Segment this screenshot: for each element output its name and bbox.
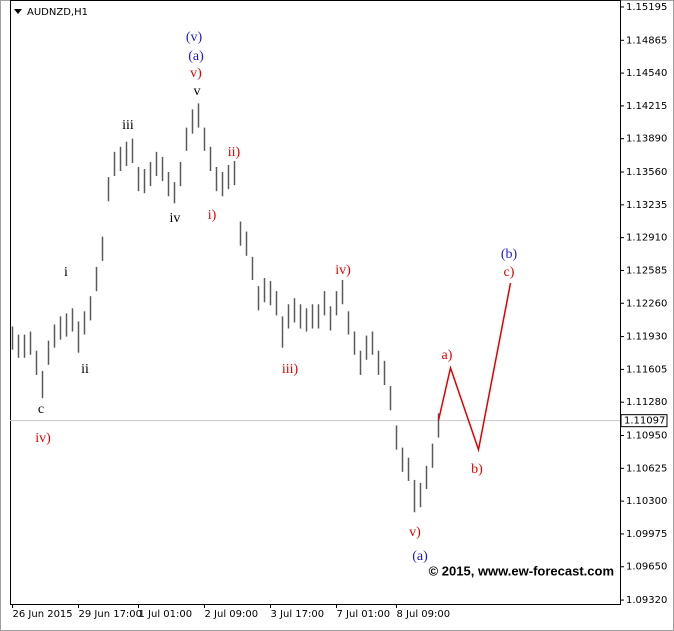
x-tick-label: 29 Jun 17:00 [79,609,143,620]
wave-label: (b) [501,247,518,262]
x-tick-label: 2 Jul 09:00 [205,609,259,620]
y-tick-label: 1.09650 [626,562,667,573]
y-tick-label: 1.10300 [626,496,667,507]
y-tick-label: 1.11280 [626,397,667,408]
y-tick-label: 1.14540 [626,68,667,79]
plot-area [10,0,621,605]
x-tick-label: 7 Jul 01:00 [337,609,391,620]
wave-label: v) [409,525,421,540]
y-tick-label: 1.11605 [626,364,667,375]
y-tick-label: 1.10625 [626,463,667,474]
y-tick-label: 1.13235 [626,200,667,211]
symbol-menu-icon[interactable] [14,9,22,14]
watermark: © 2015, www.ew-forecast.com [429,563,614,578]
wave-label: (v) [186,30,203,45]
wave-label: iv) [35,431,51,446]
wave-label: a) [442,348,453,363]
wave-label: iii) [282,362,299,377]
wave-label: c) [504,265,515,280]
wave-label: iii [122,118,134,133]
wave-label: i) [208,208,217,223]
projection-line [437,282,512,453]
wave-label: c [38,402,44,417]
y-tick-label: 1.09975 [626,529,667,540]
y-tick-label: 1.10950 [626,431,667,442]
y-tick-label: 1.11930 [626,332,667,343]
y-tick-label: 1.13560 [626,167,667,178]
wave-label: iv [170,211,181,226]
y-tick-label: 1.15195 [626,2,667,13]
y-tick-label: 1.12910 [626,233,667,244]
y-tick-label: 1.14865 [626,35,667,46]
current-price-label: 1.11097 [624,416,665,427]
x-tick-label: 3 Jul 17:00 [271,609,325,620]
x-tick-label: 26 Jun 2015 [13,609,73,620]
x-tick-label: 8 Jul 09:00 [397,609,451,620]
wave-label: i [64,265,68,280]
wave-label: (a) [412,549,428,564]
current-price-box [620,414,668,428]
y-tick-label: 1.12260 [626,298,667,309]
x-tick-label: 1 Jul 01:00 [139,609,193,620]
wave-label: ii [81,362,89,377]
wave-label: v [194,84,201,99]
wave-label: (a) [188,49,204,64]
wave-label: iv) [335,263,351,278]
wave-label: ii) [228,145,241,160]
y-tick-label: 1.13890 [626,134,667,145]
y-tick-label: 1.09320 [626,595,667,606]
y-tick-label: 1.12585 [626,265,667,276]
chart-title: AUDNZD,H1 [27,7,88,18]
y-tick-label: 1.14215 [626,101,667,112]
wave-label: v) [190,66,202,81]
wave-label: b) [471,462,483,477]
